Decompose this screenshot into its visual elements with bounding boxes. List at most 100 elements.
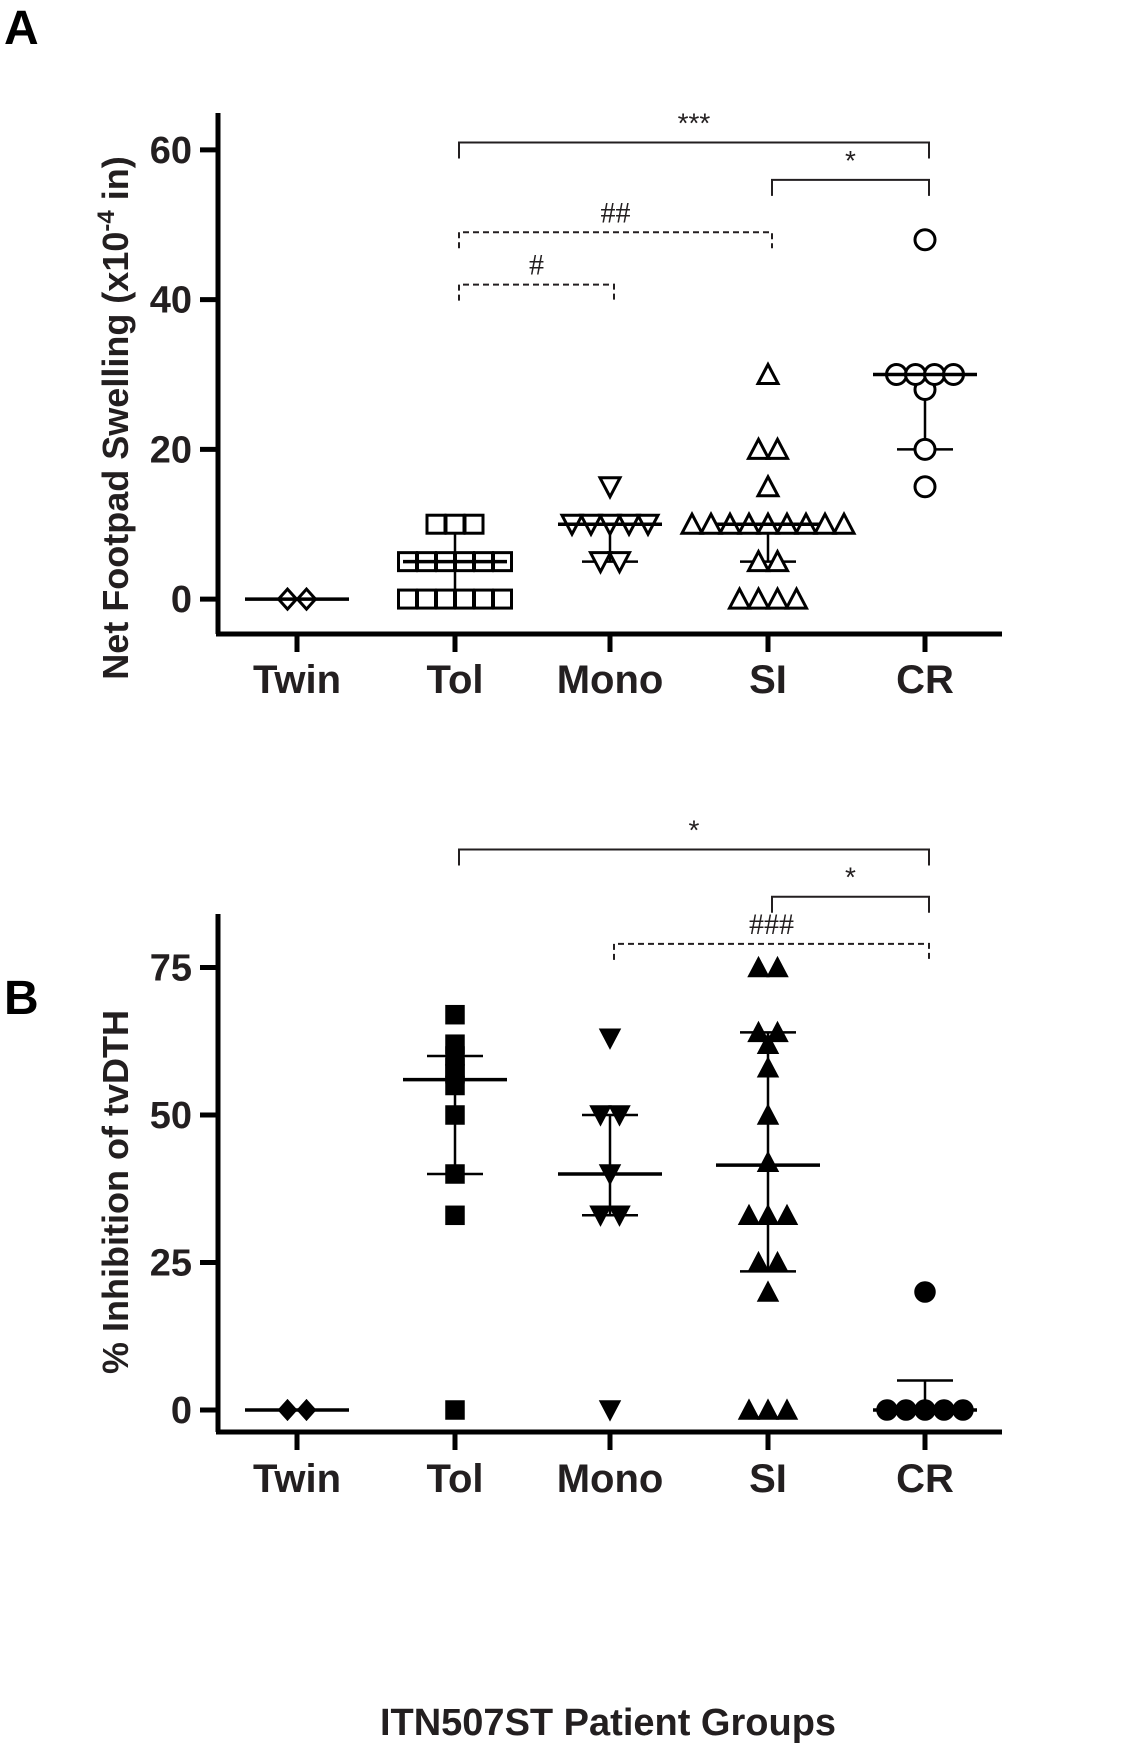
panel-a-point-mono bbox=[607, 551, 632, 575]
panel-a-significance-bracket bbox=[458, 283, 615, 301]
panel-b-point-si bbox=[756, 1103, 780, 1125]
panel-b-point-si bbox=[737, 1398, 761, 1420]
panel-a-significance-label: ## bbox=[601, 196, 631, 229]
panel-a-point-si bbox=[755, 473, 781, 498]
panel-a-point-cr bbox=[913, 437, 937, 461]
panel-b-point-si bbox=[766, 1250, 789, 1273]
panel-b-significance-label: ### bbox=[749, 908, 794, 941]
panel-b-category-label: Twin bbox=[253, 1457, 341, 1501]
panel-a-category-label: Mono bbox=[557, 658, 664, 702]
panel-a-point-tol bbox=[463, 513, 485, 535]
panel-a-y-tick-label: 60 bbox=[150, 130, 192, 172]
panel-b-point-cr bbox=[914, 1281, 936, 1303]
panel-a-point-cr bbox=[913, 475, 937, 499]
panel-b-point-tol bbox=[445, 1164, 465, 1184]
panel-b-category-label: Tol bbox=[426, 1457, 483, 1501]
svg-text:Net Footpad Swelling (x10-4 in: Net Footpad Swelling (x10-4 in) bbox=[93, 156, 136, 679]
panel-b-point-tol bbox=[445, 1034, 465, 1054]
panel-a-point-tol bbox=[492, 588, 513, 610]
panel-b-y-tick-label: 75 bbox=[150, 948, 192, 990]
panel-a-point-tol bbox=[435, 588, 456, 610]
panel-b-significance-bracket bbox=[458, 848, 930, 866]
panel-a-significance-label: *** bbox=[678, 107, 711, 138]
panel-b-point-si bbox=[775, 1203, 799, 1226]
panel-b-point-si bbox=[747, 1250, 770, 1273]
panel-a-point-tol bbox=[454, 588, 475, 610]
panel-a-point-si bbox=[727, 585, 752, 610]
panel-a-category-label: CR bbox=[896, 658, 954, 702]
panel-b-point-si bbox=[747, 1020, 770, 1043]
panel-b-significance-bracket bbox=[613, 942, 930, 960]
panel-a-point-tol bbox=[397, 588, 418, 610]
panel-a-ylabel: Net Footpad Swelling (x10-4 in) bbox=[93, 156, 136, 679]
panel-b-significance-label: * bbox=[845, 862, 856, 893]
panel-b-point-mono bbox=[589, 1205, 612, 1227]
panel-b-significance-label: * bbox=[689, 815, 700, 846]
panel-a-category-label: Tol bbox=[426, 658, 483, 702]
panel-a-ylabel-exp: -4 bbox=[93, 210, 120, 232]
panel-b-point-si bbox=[737, 1203, 761, 1226]
panel-a-point-si bbox=[765, 585, 790, 610]
panel-b-point-tol bbox=[445, 1004, 465, 1025]
panel-a-point-si bbox=[784, 585, 809, 610]
panel-a-point-tol bbox=[444, 513, 466, 535]
panel-b-plot: 0 25 50 75 Twin Tol Mono SI CR * * ### bbox=[150, 815, 1002, 1501]
panel-b-ylabel: % Inhibition of tvDTH bbox=[95, 1010, 136, 1374]
panel-b-point-si bbox=[756, 1203, 780, 1226]
panel-b-point-mono bbox=[608, 1205, 631, 1227]
panel-b-point-mono bbox=[608, 1105, 631, 1127]
x-axis-title: ITN507ST Patient Groups bbox=[380, 1702, 836, 1744]
panel-b-point-si bbox=[747, 955, 770, 978]
panel-a-y-tick-label: 40 bbox=[150, 280, 192, 322]
panel-b-point-mono bbox=[589, 1105, 612, 1127]
panel-a-point-tol bbox=[425, 513, 447, 535]
panel-a-significance-bracket bbox=[458, 141, 930, 159]
panel-b-point-tol bbox=[445, 1105, 465, 1125]
panel-a-significance-bracket bbox=[458, 231, 773, 249]
panel-a-point-tol bbox=[473, 588, 494, 610]
panel-a-point-si bbox=[679, 510, 705, 535]
panel-a-point-cr bbox=[913, 228, 937, 252]
panel-a-y-tick-label: 0 bbox=[171, 579, 192, 621]
panel-b-significance-bracket bbox=[771, 895, 930, 913]
panel-b-category-label: CR bbox=[896, 1457, 954, 1501]
panel-a-ylabel-tail: in) bbox=[95, 156, 136, 210]
panel-b-point-tol bbox=[445, 1400, 465, 1420]
panel-b-point-si bbox=[756, 1150, 780, 1172]
panel-a-ylabel-main: Net Footpad Swelling (x10 bbox=[95, 232, 136, 680]
panel-a-point-si bbox=[831, 510, 857, 535]
panel-a-significance-bracket bbox=[771, 178, 930, 196]
panel-b-point-mono bbox=[598, 1028, 622, 1050]
panel-b-point-si bbox=[766, 1020, 789, 1043]
panel-b-point-si bbox=[756, 1056, 780, 1078]
panel-a-point-mono bbox=[597, 476, 623, 501]
panel-b-point-mono bbox=[598, 1400, 622, 1422]
panel-a-point-si bbox=[746, 436, 771, 460]
panel-a-point-si bbox=[746, 548, 771, 573]
panel-a-point-si bbox=[765, 548, 790, 573]
panel-b-y-tick-label: 25 bbox=[150, 1243, 192, 1285]
panel-a-y-tick-label: 20 bbox=[150, 429, 192, 471]
panel-b-category-label: SI bbox=[749, 1457, 787, 1501]
panel-a-significance-label: # bbox=[529, 249, 544, 282]
panel-b-category-label: Mono bbox=[557, 1457, 664, 1501]
panel-b-y-tick-label: 50 bbox=[150, 1095, 192, 1137]
panel-b-point-si bbox=[756, 1280, 780, 1302]
panel-b-point-tol bbox=[445, 1205, 465, 1226]
panel-a-point-tol bbox=[416, 588, 437, 610]
panel-a-point-si bbox=[746, 585, 771, 610]
panel-b-y-tick-label: 0 bbox=[171, 1390, 192, 1432]
panel-a-letter: A bbox=[4, 2, 39, 55]
panel-a-point-si bbox=[765, 436, 790, 460]
panel-a-point-mono bbox=[588, 551, 613, 575]
panel-b-point-si bbox=[775, 1398, 799, 1420]
panel-a-category-label: SI bbox=[749, 658, 787, 702]
panel-b-point-si bbox=[756, 1398, 780, 1420]
panel-b-point-si bbox=[766, 955, 789, 978]
panel-b-ylabel-text: % Inhibition of tvDTH bbox=[95, 1010, 136, 1374]
panel-a-point-si bbox=[755, 361, 781, 385]
panel-b-point-si bbox=[756, 1032, 780, 1054]
panel-b-letter: B bbox=[4, 972, 39, 1025]
